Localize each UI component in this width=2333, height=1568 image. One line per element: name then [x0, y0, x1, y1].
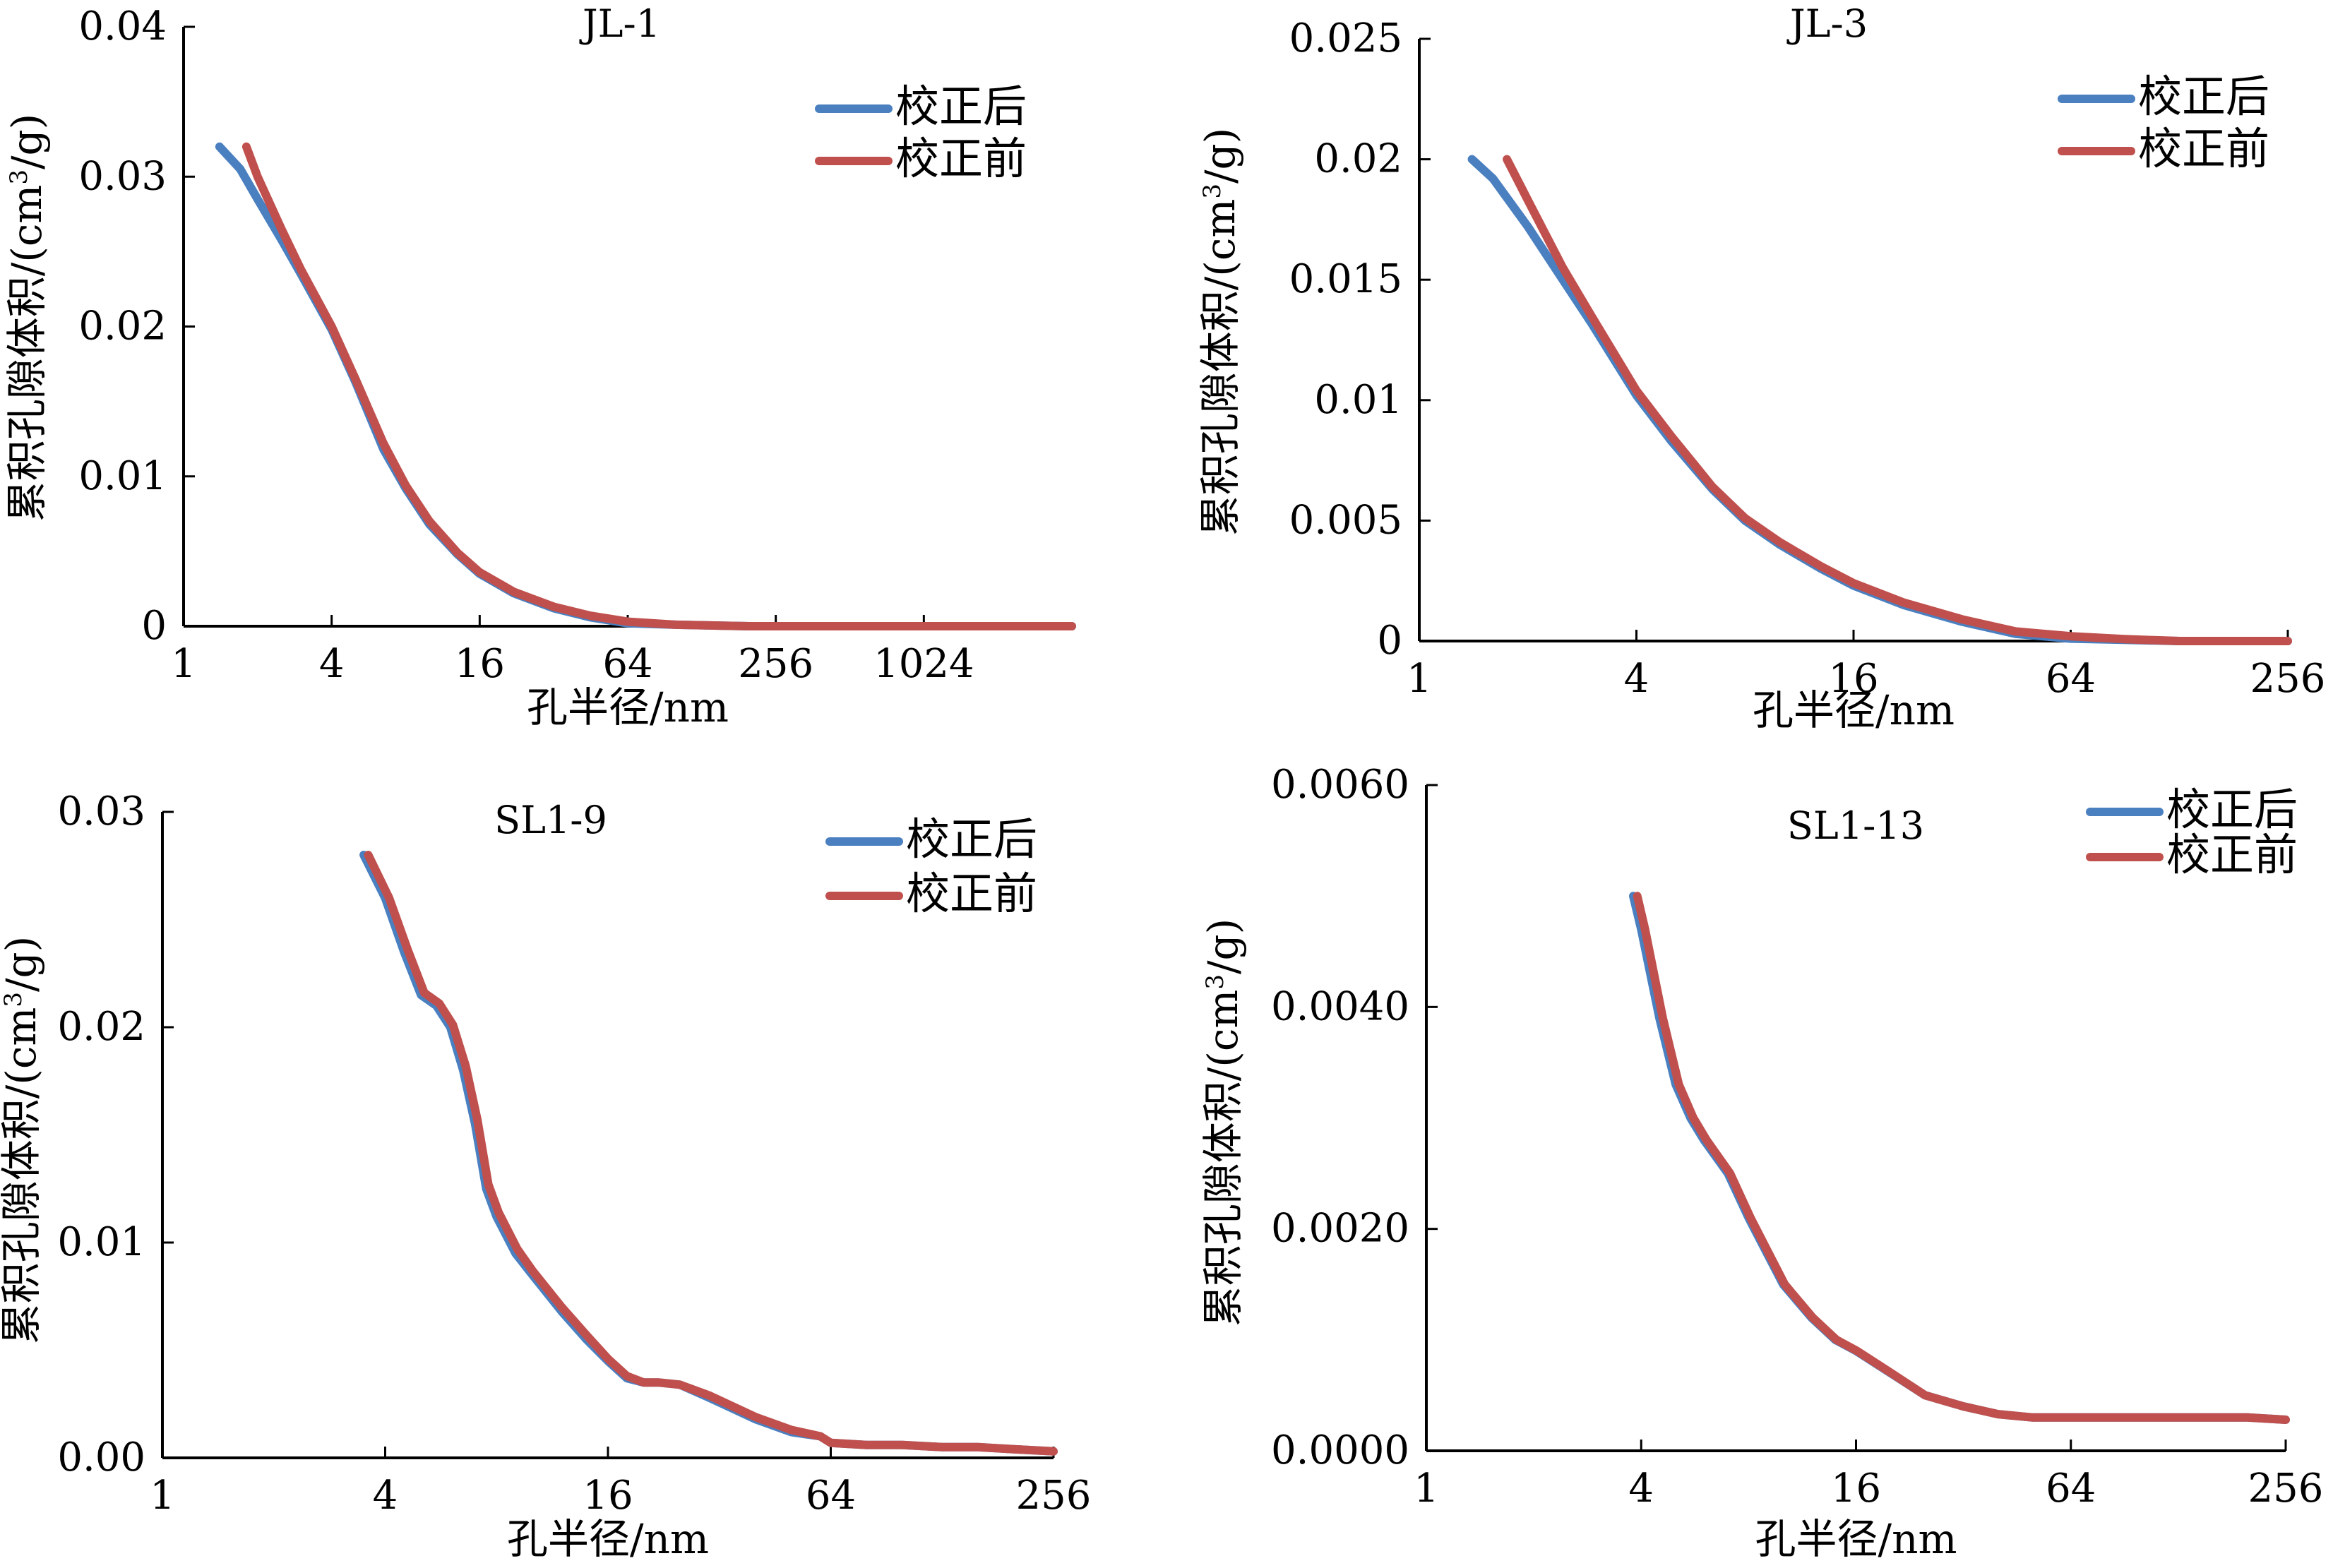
x-tick-label: 1: [150, 1473, 175, 1519]
legend-label: 校正前: [2166, 829, 2298, 880]
series-line-before: [1503, 155, 2292, 645]
y-tick-label: 0.04: [78, 4, 167, 49]
y-tick-label: 0.01: [1314, 377, 1402, 423]
x-tick-label: 16: [1828, 656, 1878, 702]
chart-panel-1: 0 0.01 0.02 0.03 0.04 1 4 16 64 256 1024 JL-1 孔半径/nm…: [3, 1, 1076, 731]
series-line-after: [359, 851, 1058, 1456]
series-line-before: [1633, 892, 2290, 1424]
chart-title: SL1-9: [494, 798, 607, 842]
x-tick-label: 1: [171, 641, 196, 687]
y-tick-label: 0.03: [78, 153, 167, 199]
y-tick-label: 0.0020: [1271, 1206, 1409, 1252]
legend-label: 校正后: [2138, 71, 2269, 122]
x-tick-label: 1: [1414, 1466, 1439, 1512]
y-tick-label: 0.02: [1314, 136, 1402, 182]
x-tick-label: 1024: [873, 641, 974, 687]
series-line-after: [215, 142, 1076, 630]
x-axis-title: 孔半径/nm: [1753, 686, 1955, 734]
y-tick-label: 0.0000: [1271, 1428, 1409, 1473]
legend-label: 校正前: [906, 868, 1037, 919]
x-tick-label: 64: [602, 641, 652, 687]
x-tick-label: 4: [1624, 656, 1649, 702]
x-tick-label: 256: [1016, 1473, 1092, 1519]
legend-label: 校正前: [2138, 123, 2269, 174]
y-tick-label: 0.02: [78, 304, 167, 349]
x-axis-title: 孔半径/nm: [1755, 1515, 1957, 1563]
x-tick-label: 256: [2248, 1466, 2324, 1512]
y-tick-label: 0: [1377, 618, 1402, 664]
x-tick-label: 64: [806, 1473, 856, 1519]
y-tick-label: 0: [141, 603, 167, 649]
x-tick-label: 16: [583, 1473, 633, 1519]
y-tick-label: 0.005: [1289, 497, 1402, 543]
chart-title: JL-1: [579, 1, 660, 46]
y-axis-title: 累积孔隙体积/(cm3/g): [0, 936, 45, 1345]
y-tick-label: 0.0040: [1271, 983, 1409, 1029]
x-tick-label: 4: [319, 641, 345, 687]
x-tick-label: 256: [738, 641, 813, 687]
x-tick-label: 4: [1628, 1466, 1654, 1512]
y-tick-label: 0.015: [1289, 256, 1402, 302]
y-tick-label: 0.0060: [1271, 762, 1409, 808]
y-tick-label: 0.01: [78, 453, 167, 499]
series-line-before: [364, 851, 1058, 1456]
legend-label: 校正后: [2166, 784, 2298, 835]
x-tick-label: 64: [2046, 1466, 2096, 1512]
y-tick-label: 0.03: [57, 789, 145, 834]
legend-label: 校正后: [895, 80, 1027, 132]
x-tick-label: 16: [1831, 1466, 1881, 1512]
chart-title: SL1-13: [1787, 803, 1924, 848]
series-line-before: [241, 142, 1076, 630]
chart-panel-4: 0.0000 0.0020 0.0040 0.0060 1 4 16 64 256 SL1-13 孔…: [1199, 762, 2323, 1563]
legend-label: 校正后: [906, 813, 1037, 865]
series-line-after: [1467, 155, 2292, 645]
x-axis-title: 孔半径/nm: [527, 683, 729, 731]
y-axis-title: 累积孔隙体积/(cm3/g): [1199, 918, 1247, 1327]
y-tick-label: 0.00: [57, 1435, 145, 1480]
series-line-after: [1629, 892, 2290, 1424]
y-axis-title: 累积孔隙体积/(cm3/g): [3, 114, 51, 522]
legend-label: 校正前: [895, 133, 1027, 184]
x-tick-label: 64: [2046, 656, 2096, 702]
x-tick-label: 256: [2250, 656, 2326, 702]
x-axis-title: 孔半径/nm: [507, 1515, 709, 1563]
y-tick-label: 0.02: [57, 1004, 145, 1050]
y-tick-label: 0.01: [57, 1219, 145, 1265]
y-axis-title: 累积孔隙体积/(cm3/g): [1196, 128, 1244, 537]
chart-title: JL-3: [1786, 1, 1868, 46]
y-tick-label: 0.025: [1289, 16, 1402, 61]
x-tick-label: 1: [1407, 656, 1432, 702]
x-tick-label: 4: [373, 1473, 398, 1519]
chart-panel-2: 0 0.005 0.01 0.015 0.02 0.025 1 4 16 64 256 JL-3 孔半径…: [1196, 1, 2325, 734]
chart-panel-3: 0.00 0.01 0.02 0.03 1 4 16 64 256 SL1-9 孔半径/nm 累积孔隙…: [0, 789, 1091, 1563]
x-tick-label: 16: [455, 641, 505, 687]
